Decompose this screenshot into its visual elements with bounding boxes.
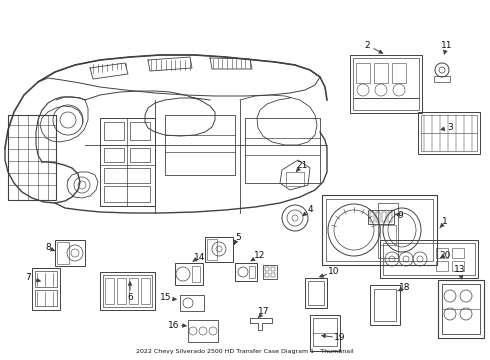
Text: 10: 10 [328, 267, 340, 276]
Bar [117, 278, 126, 304]
Bar [188, 320, 218, 342]
Bar [383, 243, 475, 275]
Bar [104, 186, 150, 202]
Bar [322, 195, 437, 265]
Text: 7: 7 [25, 274, 31, 283]
Bar [57, 242, 69, 264]
Bar [271, 267, 275, 271]
Bar [35, 290, 57, 306]
Bar [245, 118, 320, 183]
Bar [370, 285, 400, 325]
Bar [103, 275, 152, 307]
Bar [310, 315, 340, 351]
Bar [374, 289, 396, 321]
Text: 6: 6 [127, 293, 133, 302]
Bar [418, 112, 480, 154]
Bar [421, 115, 477, 151]
Text: 2: 2 [364, 40, 370, 49]
Bar [100, 272, 155, 310]
Bar [265, 267, 269, 271]
Bar [353, 98, 419, 110]
Bar [434, 76, 450, 82]
Text: 2022 Chevy Silverado 2500 HD Transfer Case Diagram 1 - Thumbnail: 2022 Chevy Silverado 2500 HD Transfer Ca… [136, 350, 354, 355]
Bar [55, 240, 85, 266]
Bar [265, 273, 269, 277]
Bar [35, 271, 57, 287]
Bar [286, 172, 304, 186]
Bar [452, 261, 464, 271]
Bar [313, 318, 337, 346]
Bar [436, 261, 448, 271]
Bar [374, 63, 388, 83]
Bar [356, 63, 370, 83]
Text: 3: 3 [447, 122, 453, 131]
Text: 5: 5 [235, 233, 241, 242]
Bar [235, 263, 257, 281]
Bar [380, 225, 396, 245]
Bar [263, 265, 277, 279]
Text: 16: 16 [168, 320, 180, 329]
Bar [442, 284, 480, 334]
Bar [438, 280, 484, 338]
Bar [308, 281, 324, 305]
Bar [175, 263, 203, 285]
Bar [271, 273, 275, 277]
Text: 17: 17 [258, 307, 270, 316]
Bar [382, 212, 386, 222]
Bar [436, 248, 448, 258]
Bar [207, 239, 217, 260]
Text: 15: 15 [160, 293, 172, 302]
Text: 20: 20 [440, 251, 451, 260]
Bar [368, 210, 394, 224]
Bar [380, 240, 478, 278]
Text: 8: 8 [45, 243, 51, 252]
Bar [165, 115, 235, 175]
Bar [8, 115, 56, 200]
Bar [326, 199, 433, 261]
Bar [192, 266, 200, 282]
Text: 12: 12 [254, 251, 266, 260]
Bar [129, 278, 138, 304]
Bar [130, 148, 150, 162]
Bar [378, 203, 398, 258]
Bar [305, 278, 327, 308]
Text: 13: 13 [454, 266, 466, 274]
Bar [104, 148, 124, 162]
Bar [105, 278, 114, 304]
Bar [376, 212, 380, 222]
Bar [353, 58, 419, 98]
Bar [130, 122, 150, 140]
Text: 18: 18 [399, 284, 411, 292]
Bar [452, 248, 464, 258]
Bar [370, 212, 374, 222]
Bar [180, 295, 204, 311]
Bar [350, 55, 422, 113]
Bar [205, 237, 233, 262]
Text: 14: 14 [195, 252, 206, 261]
Bar [388, 212, 392, 222]
Text: 19: 19 [334, 333, 346, 342]
Text: 9: 9 [397, 211, 403, 220]
Bar [104, 168, 150, 183]
Bar [392, 63, 406, 83]
Bar [249, 266, 255, 278]
Bar [32, 268, 60, 310]
Text: 21: 21 [296, 161, 308, 170]
Bar [141, 278, 150, 304]
Bar [100, 118, 155, 206]
Text: 4: 4 [307, 206, 313, 215]
Text: 11: 11 [441, 40, 453, 49]
Text: 1: 1 [442, 217, 448, 226]
Bar [104, 122, 124, 140]
